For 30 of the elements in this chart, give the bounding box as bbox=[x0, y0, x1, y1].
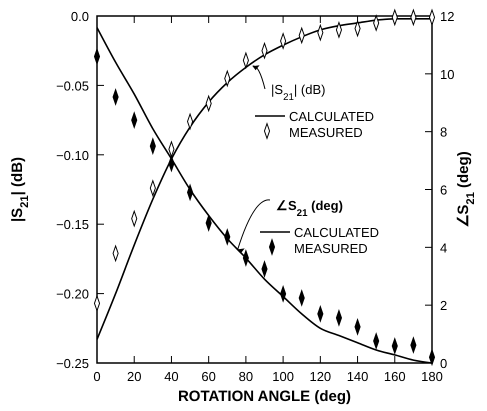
x-tick-label: 120 bbox=[309, 369, 332, 384]
x-tick-label: 20 bbox=[126, 369, 142, 384]
x-tick-label: 100 bbox=[272, 369, 294, 384]
y2-tick-label: 6 bbox=[440, 182, 448, 198]
y-tick-label: 0.0 bbox=[70, 9, 89, 24]
y-tick-label: −0.10 bbox=[56, 148, 89, 163]
y2-tick-label: 8 bbox=[440, 124, 448, 140]
annotation: ∠S$_{21}$ (deg) bbox=[276, 198, 343, 218]
y2-tick-label: 12 bbox=[440, 9, 454, 24]
y2-tick-label: 0 bbox=[440, 356, 448, 371]
x-tick-label: 0 bbox=[93, 369, 101, 384]
x-tick-label: 160 bbox=[384, 369, 406, 384]
y2-tick-label: 4 bbox=[440, 240, 448, 256]
x-tick-label: 180 bbox=[421, 369, 443, 384]
legend-label: CALCULATED bbox=[289, 109, 374, 124]
legend-label: MEASURED bbox=[294, 241, 368, 256]
x-tick-label: 140 bbox=[346, 369, 368, 384]
y-tick-label: −0.20 bbox=[56, 286, 89, 302]
x-axis-title: ROTATION ANGLE (deg) bbox=[178, 388, 352, 405]
y2-tick-label: 2 bbox=[440, 298, 448, 314]
y-tick-label: −0.25 bbox=[56, 356, 89, 371]
legend-label: CALCULATED bbox=[294, 225, 380, 240]
x-tick-label: 40 bbox=[164, 369, 179, 384]
y-tick-label: −0.15 bbox=[56, 217, 89, 232]
x-tick-label: 80 bbox=[238, 369, 254, 384]
legend-label: MEASURED bbox=[289, 125, 363, 140]
x-tick-label: 60 bbox=[201, 369, 216, 384]
y2-tick-label: 10 bbox=[440, 66, 454, 82]
y-tick-label: −0.05 bbox=[56, 78, 89, 94]
annotation: |S$_{21}$| (dB) bbox=[271, 82, 326, 102]
